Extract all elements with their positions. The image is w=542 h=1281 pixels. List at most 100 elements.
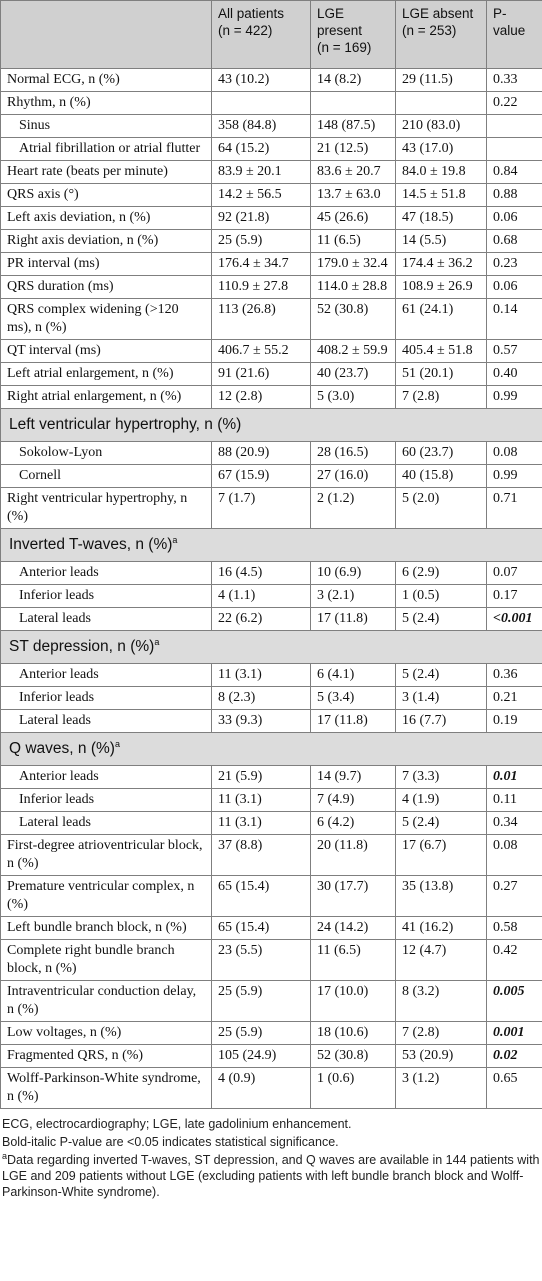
p-value-cell: 0.88 — [486, 183, 542, 207]
lge-present-cell: 24 (14.2) — [310, 916, 396, 940]
section-header-row: Left ventricular hypertrophy, n (%) — [0, 408, 542, 442]
lge-present-cell: 5 (3.0) — [310, 385, 396, 409]
row-label: Lateral leads — [0, 811, 212, 835]
header-label-column — [0, 0, 212, 69]
table-row: Low voltages, n (%) 25 (5.9) 18 (10.6) 7 (2… — [0, 1021, 542, 1045]
table-row: Left axis deviation, n (%) 92 (21.8) 45 (2… — [0, 206, 542, 230]
lge-absent-cell: 40 (15.8) — [395, 464, 487, 488]
row-label: Inferior leads — [0, 686, 212, 710]
row-label: QRS axis (°) — [0, 183, 212, 207]
lge-absent-cell: 5 (2.0) — [395, 487, 487, 529]
row-label: Rhythm, n (%) — [0, 91, 212, 115]
p-value-cell: 0.27 — [486, 875, 542, 917]
footnote-marker: a — [114, 738, 120, 749]
all-patients-cell: 83.9 ± 20.1 — [211, 160, 311, 184]
lge-absent-cell: 405.4 ± 51.8 — [395, 339, 487, 363]
all-patients-cell: 7 (1.7) — [211, 487, 311, 529]
row-label: Right ventricular hypertrophy, n (%) — [0, 487, 212, 529]
p-value-cell: 0.01 — [486, 765, 542, 789]
p-value-cell: 0.34 — [486, 811, 542, 835]
p-value-cell — [486, 114, 542, 138]
all-patients-cell: 21 (5.9) — [211, 765, 311, 789]
abbreviations-note: ECG, electrocardiography; LGE, late gado… — [2, 1117, 352, 1131]
lge-absent-cell: 5 (2.4) — [395, 811, 487, 835]
table-row: Inferior leads 8 (2.3) 5 (3.4) 3 (1.4) 0.21 — [0, 686, 542, 710]
all-patients-cell: 91 (21.6) — [211, 362, 311, 386]
lge-present-cell — [310, 91, 396, 115]
lge-present-cell: 408.2 ± 59.9 — [310, 339, 396, 363]
table-row: Normal ECG, n (%) 43 (10.2) 14 (8.2) 29 (11… — [0, 68, 542, 92]
lge-absent-cell: 14 (5.5) — [395, 229, 487, 253]
lge-present-cell: 83.6 ± 20.7 — [310, 160, 396, 184]
table-row: Left bundle branch block, n (%) 65 (15.4)… — [0, 916, 542, 940]
lge-absent-cell: 61 (24.1) — [395, 298, 487, 340]
table-row: QT interval (ms) 406.7 ± 55.2 408.2 ± 59.9… — [0, 339, 542, 363]
p-value-cell: 0.99 — [486, 385, 542, 409]
row-label: Anterior leads — [0, 561, 212, 585]
table-row: QRS duration (ms) 110.9 ± 27.8 114.0 ± 28.… — [0, 275, 542, 299]
all-patients-cell: 37 (8.8) — [211, 834, 311, 876]
lge-present-cell: 6 (4.2) — [310, 811, 396, 835]
lge-present-cell: 148 (87.5) — [310, 114, 396, 138]
lge-present-cell: 21 (12.5) — [310, 137, 396, 161]
all-patients-cell: 25 (5.9) — [211, 229, 311, 253]
row-label: Fragmented QRS, n (%) — [0, 1044, 212, 1068]
table-row: First-degree atrioventricular block, n (… — [0, 834, 542, 876]
lge-present-cell: 13.7 ± 63.0 — [310, 183, 396, 207]
row-label: Normal ECG, n (%) — [0, 68, 212, 92]
significance-note: Bold-italic P-value are <0.05 indicates … — [2, 1135, 339, 1149]
all-patients-cell: 4 (1.1) — [211, 584, 311, 608]
lge-present-cell: 3 (2.1) — [310, 584, 396, 608]
row-label: Atrial fibrillation or atrial flutter — [0, 137, 212, 161]
lge-absent-cell: 7 (2.8) — [395, 1021, 487, 1045]
lge-present-cell: 17 (10.0) — [310, 980, 396, 1022]
p-value-cell: 0.06 — [486, 206, 542, 230]
all-patients-cell: 8 (2.3) — [211, 686, 311, 710]
row-label: Right axis deviation, n (%) — [0, 229, 212, 253]
p-value-cell: 0.36 — [486, 663, 542, 687]
header-all-patients: All patients (n = 422) — [211, 0, 311, 69]
table-row: Right atrial enlargement, n (%) 12 (2.8) 5… — [0, 385, 542, 409]
lge-present-cell: 18 (10.6) — [310, 1021, 396, 1045]
table-row: Inferior leads 4 (1.1) 3 (2.1) 1 (0.5) 0.17 — [0, 584, 542, 608]
table-row: Wolff-Parkinson-White syndrome, n (%) 4 (… — [0, 1067, 542, 1109]
row-label: Lateral leads — [0, 607, 212, 631]
table-row: Heart rate (beats per minute) 83.9 ± 20.1… — [0, 160, 542, 184]
lge-absent-cell: 4 (1.9) — [395, 788, 487, 812]
row-label: Right atrial enlargement, n (%) — [0, 385, 212, 409]
all-patients-cell: 65 (15.4) — [211, 875, 311, 917]
p-value-cell: 0.99 — [486, 464, 542, 488]
lge-absent-cell: 16 (7.7) — [395, 709, 487, 733]
all-patients-cell: 11 (3.1) — [211, 663, 311, 687]
lge-present-cell: 45 (26.6) — [310, 206, 396, 230]
lge-present-cell: 10 (6.9) — [310, 561, 396, 585]
all-patients-cell: 25 (5.9) — [211, 980, 311, 1022]
p-value-cell: 0.005 — [486, 980, 542, 1022]
row-label: Left bundle branch block, n (%) — [0, 916, 212, 940]
lge-present-cell: 5 (3.4) — [310, 686, 396, 710]
row-label: Inferior leads — [0, 584, 212, 608]
all-patients-cell: 12 (2.8) — [211, 385, 311, 409]
p-value-cell: 0.33 — [486, 68, 542, 92]
row-label: Anterior leads — [0, 765, 212, 789]
lge-present-cell: 40 (23.7) — [310, 362, 396, 386]
all-patients-cell: 65 (15.4) — [211, 916, 311, 940]
table-row: Right axis deviation, n (%) 25 (5.9) 11 (6… — [0, 229, 542, 253]
p-value-cell: 0.65 — [486, 1067, 542, 1109]
section-title: ST depression, n (%)a — [0, 630, 542, 664]
lge-present-cell: 30 (17.7) — [310, 875, 396, 917]
all-patients-cell: 358 (84.8) — [211, 114, 311, 138]
p-value-cell: 0.57 — [486, 339, 542, 363]
table-row: Inferior leads 11 (3.1) 7 (4.9) 4 (1.9) 0.11 — [0, 788, 542, 812]
p-value-cell: <0.001 — [486, 607, 542, 631]
table-row: Anterior leads 11 (3.1) 6 (4.1) 5 (2.4) 0.36 — [0, 663, 542, 687]
row-label: Anterior leads — [0, 663, 212, 687]
lge-present-cell: 28 (16.5) — [310, 441, 396, 465]
row-label: PR interval (ms) — [0, 252, 212, 276]
p-value-cell: 0.71 — [486, 487, 542, 529]
lge-absent-cell: 5 (2.4) — [395, 607, 487, 631]
row-label: QRS complex widening (>120 ms), n (%) — [0, 298, 212, 340]
all-patients-cell: 11 (3.1) — [211, 788, 311, 812]
lge-absent-cell: 29 (11.5) — [395, 68, 487, 92]
p-value-cell: 0.02 — [486, 1044, 542, 1068]
